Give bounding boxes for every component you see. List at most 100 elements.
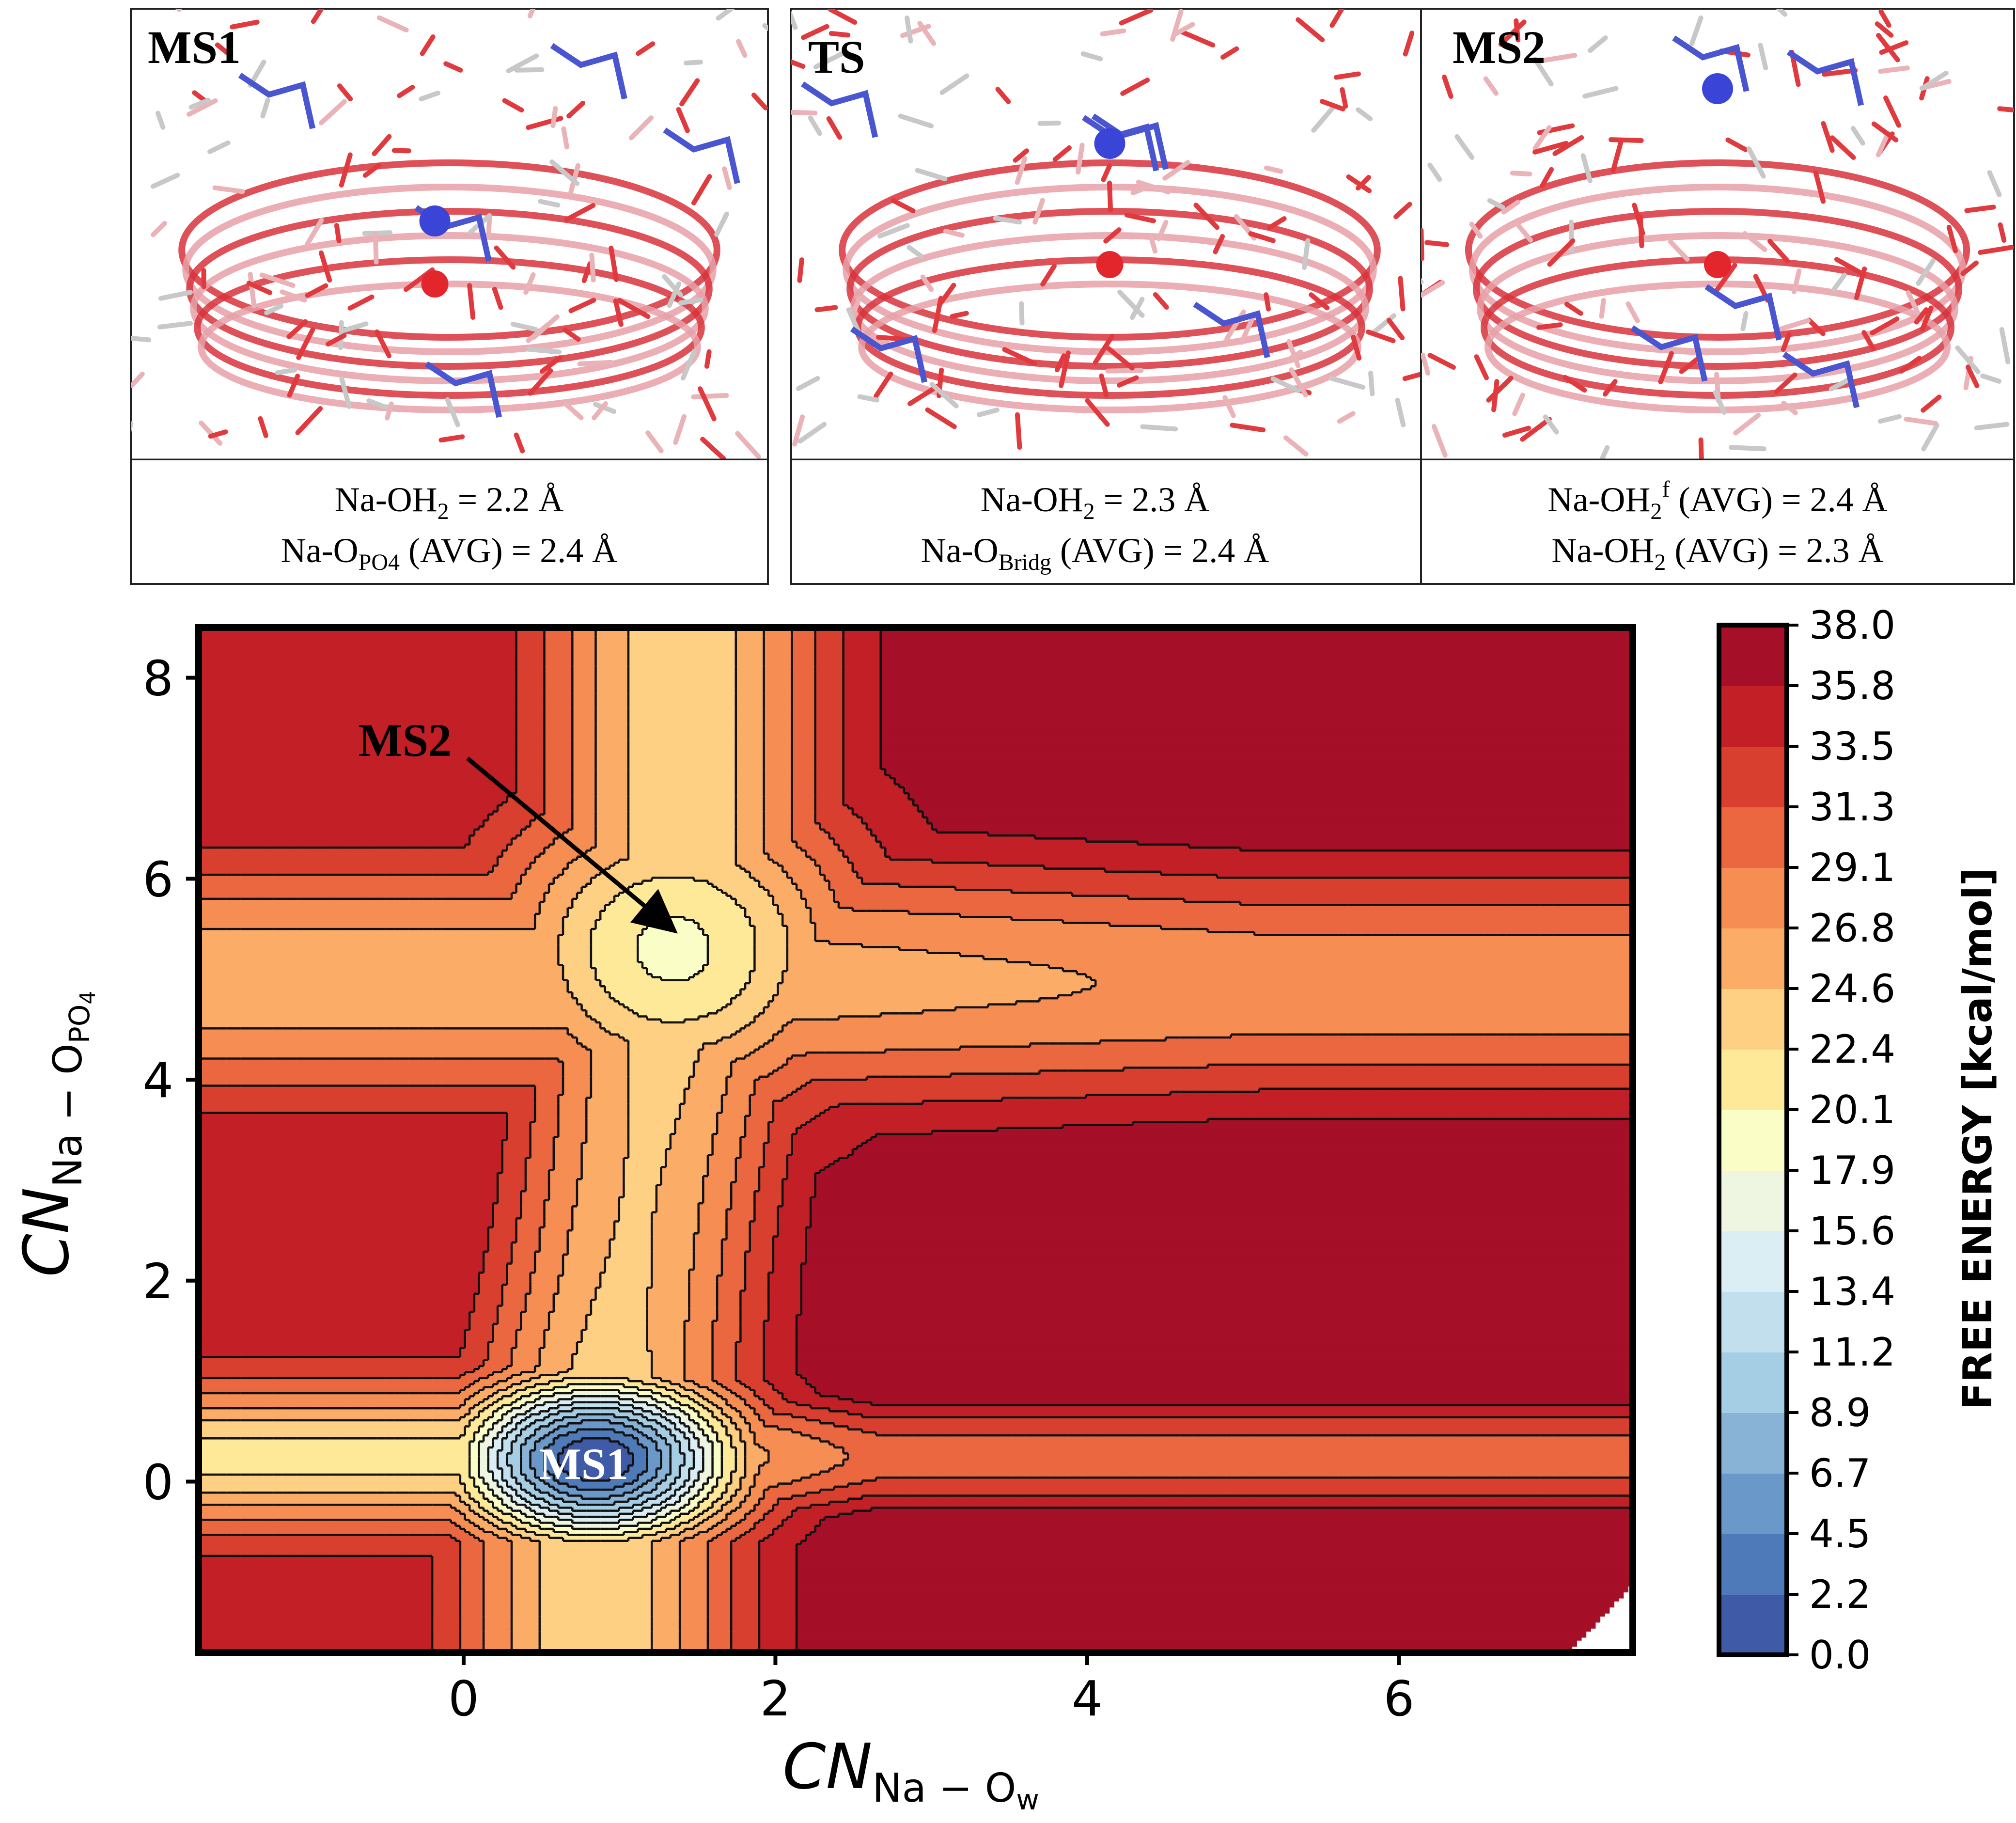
contour-cell bbox=[880, 703, 1633, 707]
contour-cell bbox=[479, 1426, 494, 1430]
contour-cell bbox=[680, 1495, 694, 1499]
contour-cell bbox=[586, 1122, 629, 1125]
water-stick bbox=[1148, 233, 1158, 254]
contour-cell bbox=[628, 700, 736, 704]
contour-cell bbox=[712, 1474, 722, 1478]
contour-cell bbox=[680, 1444, 689, 1448]
contour-cell bbox=[199, 980, 568, 984]
contour-cell bbox=[567, 1423, 624, 1427]
contour-cell bbox=[521, 1429, 535, 1433]
contour-cell bbox=[199, 1417, 461, 1421]
contour-cell bbox=[792, 691, 816, 694]
contour-cell bbox=[750, 1230, 779, 1234]
contour-cell bbox=[745, 1513, 765, 1517]
contour-cell bbox=[880, 697, 1633, 700]
water-stick bbox=[735, 431, 761, 459]
contour-cell bbox=[815, 811, 853, 815]
contour-cell bbox=[871, 1137, 1633, 1141]
contour-cell bbox=[628, 805, 736, 809]
contour-cell bbox=[595, 769, 629, 773]
contour-cell bbox=[199, 1125, 507, 1129]
contour-cell bbox=[479, 1474, 494, 1478]
contour-cell bbox=[544, 769, 573, 773]
contour-cell bbox=[199, 688, 517, 691]
contour-cell bbox=[544, 1480, 559, 1484]
contour-cell bbox=[493, 1323, 521, 1327]
contour-cell bbox=[539, 902, 573, 905]
contour-cell bbox=[731, 1631, 760, 1635]
contour-cell bbox=[516, 1435, 531, 1439]
contour-cell bbox=[591, 1064, 629, 1068]
contour-cell bbox=[735, 636, 765, 640]
contour-cell bbox=[712, 1320, 741, 1324]
contour-cell bbox=[782, 920, 811, 924]
contour-cell bbox=[469, 1474, 480, 1478]
contour-cell bbox=[652, 1520, 671, 1524]
contour-cell bbox=[567, 1384, 624, 1388]
contour-cell bbox=[460, 1540, 484, 1544]
contour-cell bbox=[572, 763, 596, 767]
contour-cell bbox=[484, 1592, 512, 1596]
contour-cell bbox=[567, 1248, 610, 1252]
contour-cell bbox=[567, 829, 596, 833]
contour-cell bbox=[595, 775, 629, 779]
contour-cell bbox=[764, 757, 793, 761]
contour-cell bbox=[792, 660, 816, 664]
contour-cell bbox=[493, 1209, 521, 1213]
caption-line2: Na-OH2 (AVG) = 2.3 Å bbox=[1551, 531, 1883, 575]
contour-cell bbox=[609, 902, 736, 905]
contour-cell bbox=[829, 1441, 1633, 1445]
contour-cell bbox=[199, 772, 517, 776]
contour-cell bbox=[539, 1589, 652, 1593]
contour-cell bbox=[745, 1444, 760, 1448]
contour-cell bbox=[764, 751, 793, 754]
contour-cell bbox=[199, 1312, 470, 1315]
contour-cell bbox=[535, 1095, 559, 1099]
colorbar-tick-label: 29.1 bbox=[1809, 845, 1895, 890]
contour-cell bbox=[843, 651, 881, 655]
colorbar-tick-label: 6.7 bbox=[1809, 1451, 1871, 1496]
contour-cell bbox=[740, 992, 779, 996]
contour-cell bbox=[735, 1357, 765, 1361]
contour-cell bbox=[694, 1462, 703, 1466]
contour-cell bbox=[680, 1116, 718, 1119]
contour-cell bbox=[628, 1118, 676, 1122]
contour-cell bbox=[595, 748, 629, 752]
contour-cell bbox=[731, 1589, 760, 1593]
contour-cell bbox=[628, 823, 736, 827]
contour-cell bbox=[460, 1604, 484, 1608]
contour-cell bbox=[764, 1402, 797, 1406]
contour-cell bbox=[516, 1227, 540, 1231]
contour-cell bbox=[666, 1161, 708, 1164]
contour-cell bbox=[553, 1305, 592, 1309]
ammonium-stick bbox=[238, 73, 315, 129]
contour-cell bbox=[797, 1589, 1628, 1593]
colorbar-band bbox=[1719, 1594, 1787, 1655]
contour-cell bbox=[707, 1517, 727, 1520]
contour-cell bbox=[811, 1197, 1633, 1201]
contour-cell bbox=[199, 1532, 470, 1535]
contour-cell bbox=[199, 1390, 461, 1394]
contour-cell bbox=[199, 1474, 461, 1478]
contour-cell bbox=[549, 1173, 582, 1177]
contour-cell bbox=[792, 651, 816, 655]
contour-cell bbox=[764, 678, 793, 682]
contour-cell bbox=[479, 1447, 489, 1451]
contour-cell bbox=[754, 1408, 774, 1412]
contour-cell bbox=[577, 856, 629, 860]
contour-cell bbox=[498, 1188, 526, 1192]
contour-cell bbox=[539, 1357, 573, 1361]
contour-cell bbox=[735, 863, 779, 866]
contour-cell bbox=[516, 1345, 545, 1349]
contour-cell bbox=[647, 1288, 689, 1291]
contour-cell bbox=[735, 1348, 765, 1352]
contour-cell bbox=[792, 697, 816, 700]
contour-cell bbox=[502, 1486, 512, 1490]
water-stick bbox=[589, 252, 596, 283]
contour-cell bbox=[782, 1182, 816, 1186]
water-stick bbox=[1093, 333, 1115, 365]
contour-cell bbox=[199, 1643, 433, 1647]
contour-cell bbox=[890, 775, 1633, 779]
contour-cell bbox=[544, 730, 573, 734]
contour-cell bbox=[731, 1592, 760, 1596]
